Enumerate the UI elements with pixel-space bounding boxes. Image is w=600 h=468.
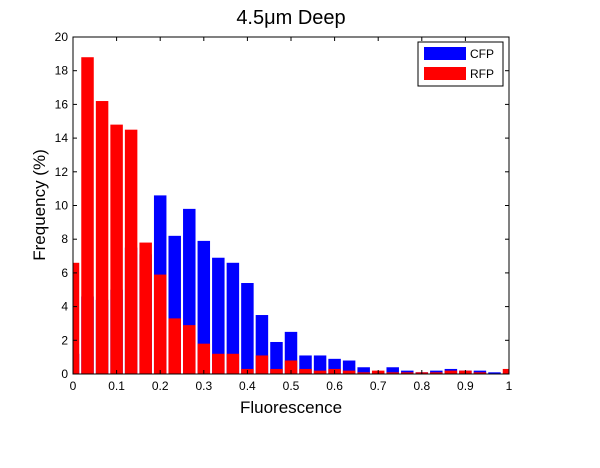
x-tick-label: 0.6 xyxy=(326,379,343,393)
bar-rfp-13 xyxy=(255,355,269,374)
plot-area xyxy=(73,37,509,374)
y-tick-label: 4 xyxy=(61,300,68,314)
legend-swatch-cfp xyxy=(424,47,466,60)
bar-rfp-22 xyxy=(386,372,399,374)
bar-cfp-9 xyxy=(197,240,211,374)
x-tick-label: 0.7 xyxy=(370,379,387,393)
legend: CFP RFP xyxy=(417,41,504,87)
bar-rfp-4 xyxy=(124,129,138,374)
bar-rfp-1 xyxy=(81,57,94,374)
x-tick-label: 0.3 xyxy=(195,379,212,393)
y-tick-label: 0 xyxy=(61,367,68,381)
bar-rfp-25 xyxy=(430,372,443,374)
y-tick-label: 2 xyxy=(61,333,68,347)
y-axis-label: Frequency (%) xyxy=(30,149,49,260)
x-tick-label: 0.1 xyxy=(108,379,125,393)
chart-title: 4.5μm Deep xyxy=(236,7,345,29)
ticks-group: 0 0.1 0.2 0.3 0.4 0.5 0.6 0.7 0.8 0.9 102468101214… xyxy=(55,30,513,393)
bar-rfp-5 xyxy=(139,242,152,374)
bar-rfp-26 xyxy=(444,370,458,374)
bar-rfp-30 xyxy=(502,368,509,374)
bar-cfp-14 xyxy=(270,341,283,374)
x-tick-label: 0.4 xyxy=(239,379,256,393)
bar-rfp-28 xyxy=(473,372,487,374)
x-tick-label: 1 xyxy=(506,379,513,393)
bar-rfp-23 xyxy=(401,372,414,374)
bar-rfp-7 xyxy=(168,318,181,374)
bar-rfp-19 xyxy=(342,370,356,374)
legend-label-cfp: CFP xyxy=(470,47,494,61)
y-tick-label: 14 xyxy=(55,131,69,145)
y-tick-label: 8 xyxy=(61,232,68,246)
legend-swatch-rfp xyxy=(424,67,466,80)
bar-cfp-17 xyxy=(313,355,327,374)
bar-rfp-11 xyxy=(226,353,240,374)
x-tick-label: 0 xyxy=(70,379,77,393)
bar-rfp-15 xyxy=(284,360,298,374)
bar-rfp-2 xyxy=(95,101,109,374)
bar-cfp-29 xyxy=(488,372,501,374)
bar-rfp-16 xyxy=(299,368,312,374)
bar-rfp-8 xyxy=(183,325,196,374)
bar-cfp-12 xyxy=(241,283,254,374)
bar-rfp-6 xyxy=(153,274,167,374)
bar-cfp-20 xyxy=(357,367,370,374)
y-tick-label: 12 xyxy=(55,165,69,179)
bar-cfp-22 xyxy=(386,367,399,374)
x-axis-label: Fluorescence xyxy=(240,398,342,417)
bar-cfp-10 xyxy=(212,257,225,374)
bar-rfp-0 xyxy=(73,262,80,374)
y-tick-label: 18 xyxy=(55,64,69,78)
x-tick-label: 0.5 xyxy=(283,379,300,393)
y-tick-label: 10 xyxy=(55,199,69,213)
y-tick-label: 6 xyxy=(61,266,68,280)
bar-rfp-14 xyxy=(270,368,283,374)
x-tick-label: 0.8 xyxy=(413,379,430,393)
y-tick-label: 20 xyxy=(55,30,69,44)
x-tick-label: 0.2 xyxy=(152,379,169,393)
legend-label-rfp: RFP xyxy=(470,67,494,81)
bar-rfp-3 xyxy=(110,124,123,375)
bar-rfp-10 xyxy=(212,353,225,374)
y-tick-label: 16 xyxy=(55,97,69,111)
bar-rfp-17 xyxy=(313,370,327,374)
bar-rfp-20 xyxy=(357,372,370,374)
bar-cfp-11 xyxy=(226,262,240,374)
x-tick-label: 0.9 xyxy=(457,379,474,393)
bars-group xyxy=(73,57,509,375)
bar-rfp-9 xyxy=(197,343,211,374)
